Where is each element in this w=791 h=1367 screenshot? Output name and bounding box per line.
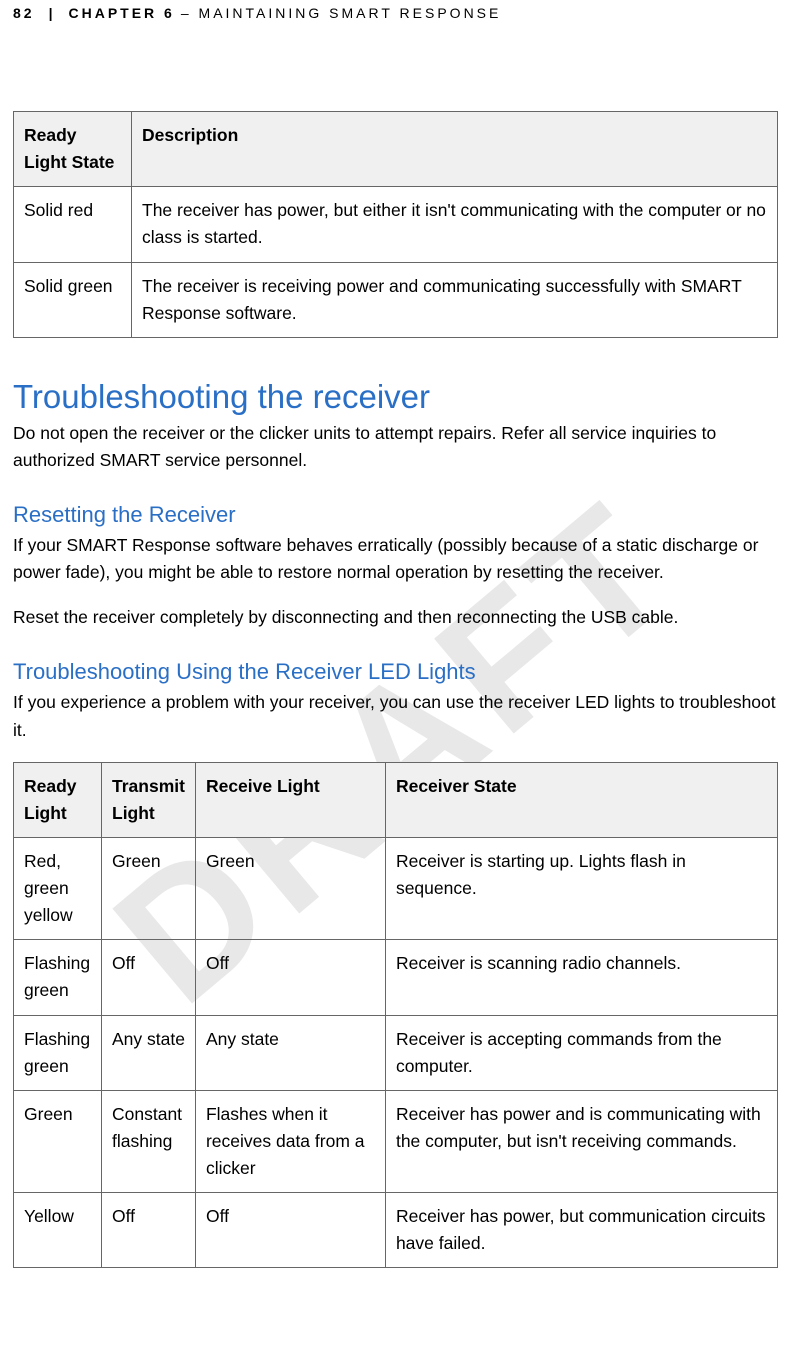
table-cell: Any state — [102, 1015, 196, 1090]
table-row: Yellow Off Off Receiver has power, but c… — [14, 1193, 778, 1268]
table-cell: Off — [195, 940, 385, 1015]
table-cell: Solid red — [14, 187, 132, 262]
table-cell: Green — [14, 1090, 102, 1192]
subsection-heading-led-lights: Troubleshooting Using the Receiver LED L… — [13, 659, 778, 685]
table-cell: Red, green yellow — [14, 837, 102, 939]
table-row: Flashing green Any state Any state Recei… — [14, 1015, 778, 1090]
receiver-led-table: Ready Light Transmit Light Receive Light… — [13, 762, 778, 1269]
table-cell: The receiver has power, but either it is… — [132, 187, 778, 262]
chapter-label: CHAPTER 6 — [69, 5, 175, 21]
section-intro: Do not open the receiver or the clicker … — [13, 420, 778, 474]
table-cell: Receiver is accepting commands from the … — [385, 1015, 777, 1090]
table-cell: Receiver is scanning radio channels. — [385, 940, 777, 1015]
table-cell: Yellow — [14, 1193, 102, 1268]
section-heading-troubleshooting: Troubleshooting the receiver — [13, 378, 778, 416]
table-row: Solid green The receiver is receiving po… — [14, 262, 778, 337]
table-row: Red, green yellow Green Green Receiver i… — [14, 837, 778, 939]
table-header-cell: Description — [132, 112, 778, 187]
table-cell: Off — [102, 940, 196, 1015]
chapter-title: – MAINTAINING SMART RESPONSE — [181, 5, 502, 21]
table-cell: Constant flashing — [102, 1090, 196, 1192]
table-cell: Receiver is starting up. Lights flash in… — [385, 837, 777, 939]
subsection-heading-resetting: Resetting the Receiver — [13, 502, 778, 528]
table-cell: Flashing green — [14, 1015, 102, 1090]
table-cell: Solid green — [14, 262, 132, 337]
table-row: Solid red The receiver has power, but ei… — [14, 187, 778, 262]
table-cell: Receiver has power, but communication ci… — [385, 1193, 777, 1268]
table-cell: The receiver is receiving power and comm… — [132, 262, 778, 337]
table-cell: Green — [102, 837, 196, 939]
table-cell: Off — [195, 1193, 385, 1268]
chapter-title-text: MAINTAINING SMART RESPONSE — [199, 5, 502, 21]
table-header-cell: Receiver State — [385, 762, 777, 837]
header-separator: | — [49, 5, 55, 21]
table-cell: Off — [102, 1193, 196, 1268]
chapter-dash: – — [181, 5, 192, 21]
subsection-para: Reset the receiver completely by disconn… — [13, 604, 778, 631]
page-header: 82 | CHAPTER 6 – MAINTAINING SMART RESPO… — [13, 5, 778, 21]
table-cell: Receiver has power and is communicating … — [385, 1090, 777, 1192]
ready-light-state-table: Ready Light State Description Solid red … — [13, 111, 778, 338]
table-header-row: Ready Light Transmit Light Receive Light… — [14, 762, 778, 837]
page-number: 82 — [13, 5, 35, 21]
table-row: Flashing green Off Off Receiver is scann… — [14, 940, 778, 1015]
table-header-cell: Ready Light — [14, 762, 102, 837]
table-cell: Green — [195, 837, 385, 939]
table-header-cell: Receive Light — [195, 762, 385, 837]
table-header-cell: Transmit Light — [102, 762, 196, 837]
subsection-para: If your SMART Response software behaves … — [13, 532, 778, 586]
page-content: 82 | CHAPTER 6 – MAINTAINING SMART RESPO… — [0, 0, 791, 1318]
table-header-cell: Ready Light State — [14, 112, 132, 187]
table-header-row: Ready Light State Description — [14, 112, 778, 187]
table-cell: Flashing green — [14, 940, 102, 1015]
table-row: Green Constant flashing Flashes when it … — [14, 1090, 778, 1192]
table-cell: Any state — [195, 1015, 385, 1090]
subsection-para: If you experience a problem with your re… — [13, 689, 778, 743]
table-cell: Flashes when it receives data from a cli… — [195, 1090, 385, 1192]
